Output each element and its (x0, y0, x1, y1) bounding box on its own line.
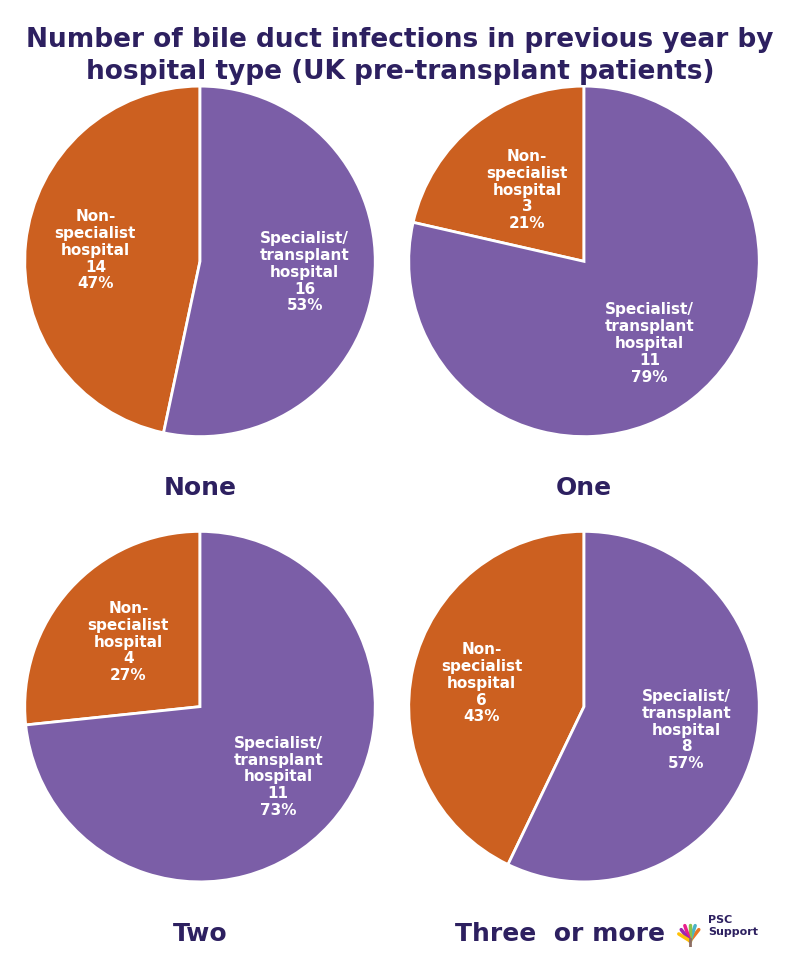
Text: Number of bile duct infections in previous year by
hospital type (UK pre-transpl: Number of bile duct infections in previo… (26, 27, 774, 85)
Wedge shape (409, 86, 759, 437)
Wedge shape (26, 531, 375, 882)
Text: Specialist/
transplant
hospital
11
79%: Specialist/ transplant hospital 11 79% (605, 302, 694, 384)
Wedge shape (508, 531, 759, 882)
Text: One: One (556, 476, 612, 500)
Text: PSC
Support: PSC Support (708, 916, 758, 937)
Text: Non-
specialist
hospital
3
21%: Non- specialist hospital 3 21% (486, 149, 568, 231)
Text: Three  or more: Three or more (455, 922, 665, 946)
Text: Non-
specialist
hospital
14
47%: Non- specialist hospital 14 47% (54, 209, 136, 291)
Wedge shape (25, 86, 200, 433)
Wedge shape (409, 531, 584, 864)
Text: None: None (163, 476, 237, 500)
Wedge shape (413, 86, 584, 261)
Text: Specialist/
transplant
hospital
8
57%: Specialist/ transplant hospital 8 57% (642, 689, 731, 771)
Text: Specialist/
transplant
hospital
16
53%: Specialist/ transplant hospital 16 53% (260, 231, 350, 314)
Text: Non-
specialist
hospital
4
27%: Non- specialist hospital 4 27% (88, 601, 169, 683)
Text: Specialist/
transplant
hospital
11
73%: Specialist/ transplant hospital 11 73% (234, 736, 323, 818)
Text: Non-
specialist
hospital
6
43%: Non- specialist hospital 6 43% (441, 642, 522, 724)
Wedge shape (163, 86, 375, 437)
Text: Two: Two (173, 922, 227, 946)
Wedge shape (25, 531, 200, 725)
